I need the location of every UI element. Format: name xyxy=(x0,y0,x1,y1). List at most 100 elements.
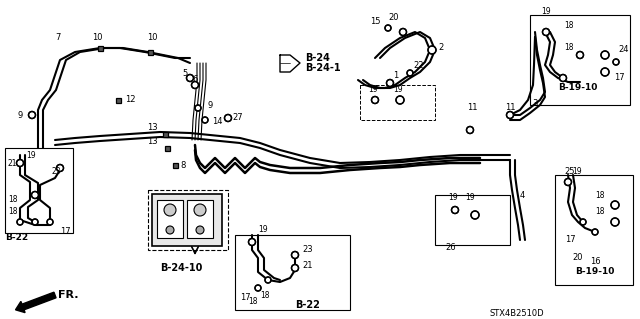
Text: 19: 19 xyxy=(541,8,550,17)
Text: B-24: B-24 xyxy=(305,53,330,63)
Text: 18: 18 xyxy=(595,190,605,199)
Circle shape xyxy=(17,160,24,167)
Text: B-22: B-22 xyxy=(295,300,320,310)
Text: 17: 17 xyxy=(60,227,70,236)
Bar xyxy=(164,145,170,151)
Text: 10: 10 xyxy=(147,33,157,42)
Bar xyxy=(530,15,630,105)
Text: 19: 19 xyxy=(448,194,458,203)
Circle shape xyxy=(291,251,298,258)
Text: 16: 16 xyxy=(590,257,600,266)
Text: 14: 14 xyxy=(212,116,223,125)
Circle shape xyxy=(31,191,38,198)
Text: 5: 5 xyxy=(182,69,188,78)
Circle shape xyxy=(577,51,584,58)
Text: 13: 13 xyxy=(147,122,157,131)
Text: 18: 18 xyxy=(8,207,17,217)
Circle shape xyxy=(559,75,566,81)
Text: 19: 19 xyxy=(368,85,378,94)
Text: STX4B2510D: STX4B2510D xyxy=(490,308,545,317)
Text: 17: 17 xyxy=(614,73,625,83)
Text: 20: 20 xyxy=(572,254,582,263)
Circle shape xyxy=(255,285,261,291)
Bar xyxy=(235,235,350,310)
Text: 19: 19 xyxy=(258,226,268,234)
Circle shape xyxy=(396,96,404,104)
Text: 6: 6 xyxy=(192,75,197,84)
Text: 23: 23 xyxy=(302,246,312,255)
Circle shape xyxy=(592,229,598,235)
Text: 27: 27 xyxy=(232,114,243,122)
Bar xyxy=(148,190,228,250)
Text: 9: 9 xyxy=(208,101,213,110)
Circle shape xyxy=(291,264,298,271)
Text: 11: 11 xyxy=(467,102,477,112)
Text: 10: 10 xyxy=(92,33,102,42)
Text: 17: 17 xyxy=(565,235,575,244)
Text: 19: 19 xyxy=(572,167,582,176)
Circle shape xyxy=(29,112,35,118)
Text: B-19-10: B-19-10 xyxy=(575,268,614,277)
Circle shape xyxy=(17,219,23,225)
Text: 19: 19 xyxy=(465,194,475,203)
Text: FR.: FR. xyxy=(58,290,79,300)
Text: 2: 2 xyxy=(438,43,444,53)
Text: 12: 12 xyxy=(125,95,136,105)
Circle shape xyxy=(543,28,550,35)
Circle shape xyxy=(196,226,204,234)
Circle shape xyxy=(186,75,193,81)
Circle shape xyxy=(471,211,479,219)
Circle shape xyxy=(611,201,619,209)
Circle shape xyxy=(166,226,174,234)
Text: 18: 18 xyxy=(8,196,17,204)
Text: 9: 9 xyxy=(18,110,23,120)
Bar xyxy=(97,46,102,50)
Text: 18: 18 xyxy=(260,291,269,300)
Text: B-22: B-22 xyxy=(5,234,28,242)
Circle shape xyxy=(601,51,609,59)
Text: 18: 18 xyxy=(564,43,573,53)
Text: 19: 19 xyxy=(26,151,36,160)
Text: 1: 1 xyxy=(393,70,398,79)
Text: B-24-10: B-24-10 xyxy=(160,263,202,273)
Text: 15: 15 xyxy=(370,18,381,26)
Circle shape xyxy=(202,117,208,123)
FancyArrow shape xyxy=(15,292,56,313)
Bar xyxy=(435,195,510,245)
Bar xyxy=(173,162,177,167)
Circle shape xyxy=(191,81,198,88)
Circle shape xyxy=(195,105,201,111)
Text: B-24-1: B-24-1 xyxy=(305,63,340,73)
Text: 3: 3 xyxy=(532,99,538,108)
Text: 26: 26 xyxy=(445,243,456,253)
Circle shape xyxy=(248,239,255,246)
Circle shape xyxy=(428,46,436,54)
Text: 20: 20 xyxy=(388,13,399,23)
Circle shape xyxy=(265,277,271,283)
Text: 7: 7 xyxy=(55,33,60,42)
Bar xyxy=(115,98,120,102)
Text: 8: 8 xyxy=(180,160,186,169)
Circle shape xyxy=(611,218,619,226)
Bar xyxy=(157,200,183,238)
Bar xyxy=(152,194,222,246)
Circle shape xyxy=(56,165,63,172)
Circle shape xyxy=(385,25,391,31)
Circle shape xyxy=(564,179,572,186)
Text: 18: 18 xyxy=(595,207,605,217)
Text: 13: 13 xyxy=(147,137,157,146)
Circle shape xyxy=(601,68,609,76)
Circle shape xyxy=(387,79,394,86)
Circle shape xyxy=(506,112,513,118)
Circle shape xyxy=(32,219,38,225)
Bar xyxy=(360,85,435,120)
Circle shape xyxy=(407,70,413,76)
Bar xyxy=(163,131,168,137)
Text: 25: 25 xyxy=(564,167,575,176)
Text: 17: 17 xyxy=(240,293,251,302)
Text: 11: 11 xyxy=(505,102,515,112)
Text: B-19-10: B-19-10 xyxy=(558,84,597,93)
Text: 22: 22 xyxy=(413,61,424,70)
Text: 21: 21 xyxy=(8,159,17,167)
Circle shape xyxy=(47,219,53,225)
